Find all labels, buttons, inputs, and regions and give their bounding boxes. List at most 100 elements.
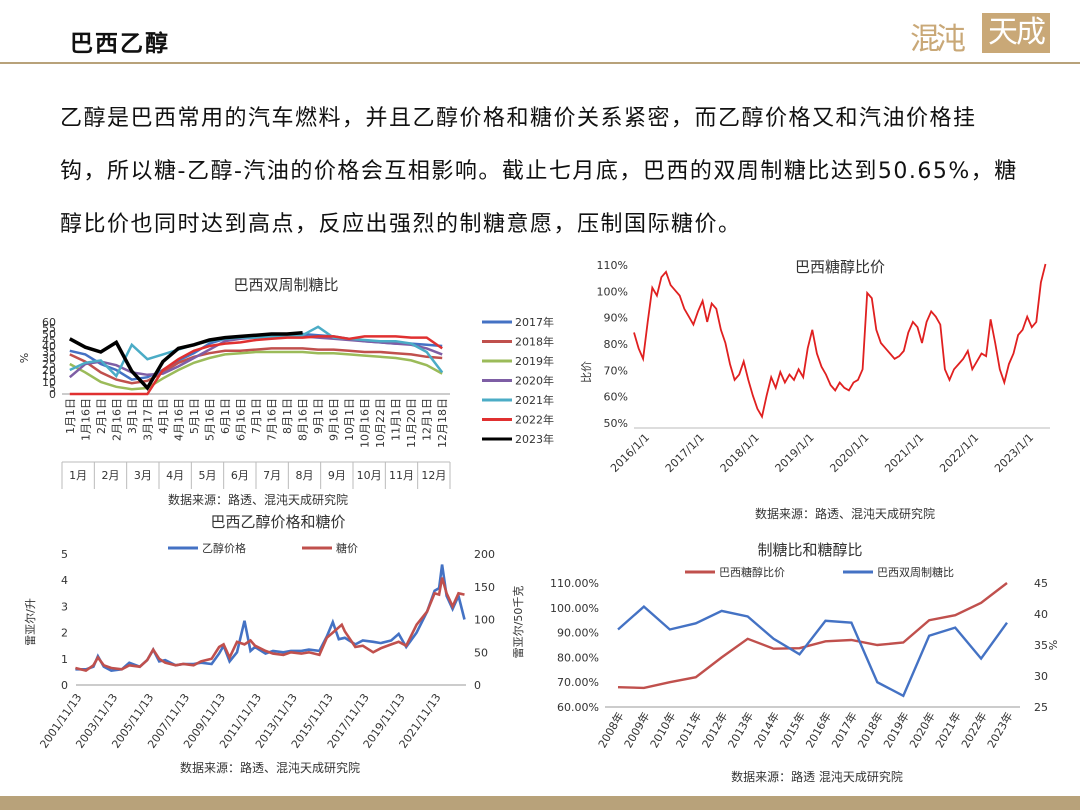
y-axis-label: 比价 — [580, 361, 593, 383]
x-group-label: 11月 — [389, 469, 414, 482]
legend-label: 2017年 — [515, 315, 554, 329]
x-tick-label: 2021/1/1 — [882, 431, 926, 475]
y-tick-label: 25 — [42, 358, 56, 371]
y-tick-label: 55 — [42, 322, 56, 335]
x-group-label: 2月 — [102, 469, 120, 482]
footer-bar — [0, 796, 1080, 810]
y-tick-label-right: 45 — [1034, 577, 1048, 590]
y-tick-label: 50% — [604, 417, 628, 430]
legend-label: 2022年 — [515, 413, 554, 427]
x-tick-label: 7月1日 — [250, 398, 263, 434]
y-tick-label: 80% — [604, 338, 628, 351]
y-tick-label: 100% — [597, 285, 628, 298]
x-group-label: 9月 — [328, 469, 346, 482]
y-tick-label-right: 35 — [1034, 639, 1048, 652]
x-tick-label: 12月18日 — [436, 398, 449, 448]
x-tick-label: 1月16日 — [79, 398, 92, 441]
x-tick-label: 5月1日 — [188, 398, 201, 434]
series-line — [75, 564, 466, 672]
series-line — [68, 331, 303, 391]
logo-text-left: 混沌 — [910, 22, 966, 57]
legend-label: 2018年 — [515, 335, 554, 349]
x-group-label: 1月 — [69, 469, 87, 482]
x-tick-label: 5月16日 — [203, 398, 216, 441]
y-tick-label-left: 70.00% — [557, 676, 599, 689]
y-tick-label-left: 2 — [61, 627, 68, 640]
chart-title: 巴西糖醇比价 — [795, 258, 885, 276]
y-tick-label: 35 — [42, 346, 56, 359]
y-tick-label-left: 3 — [61, 600, 68, 613]
x-tick-label: 6月16日 — [234, 398, 247, 441]
y-tick-label-right: 40 — [1034, 608, 1048, 621]
x-tick-label: 8月1日 — [281, 398, 294, 434]
y-axis-label-right: 雷亚尔/50千克 — [512, 586, 525, 659]
x-tick-label: 12月1日 — [421, 398, 434, 441]
y-tick-label-left: 90.00% — [557, 627, 599, 640]
x-tick-label: 6月1日 — [219, 398, 232, 434]
series-line — [69, 325, 444, 379]
series-line — [633, 263, 1047, 420]
y-tick-label: 90% — [604, 312, 628, 325]
y-tick-label-right: 50 — [474, 646, 488, 659]
y-tick-label-right: 150 — [474, 581, 495, 594]
x-group-label: 7月 — [263, 469, 281, 482]
y-tick-label-right: 100 — [474, 614, 495, 627]
y-tick-label: 50 — [42, 328, 56, 341]
x-tick-label: 2018/1/1 — [718, 431, 762, 475]
x-tick-label: 10月16日 — [359, 398, 372, 448]
y-tick-label: 60% — [604, 391, 628, 404]
x-tick-label: 2020/1/1 — [827, 431, 871, 475]
x-tick-label: 7月16日 — [266, 398, 279, 441]
y-tick-label-left: 110.00% — [550, 577, 599, 590]
logo-text-right: 天成 — [982, 13, 1050, 53]
header-divider — [0, 62, 1080, 64]
x-tick-label: 10月22日 — [374, 398, 387, 448]
x-tick-label: 10月1日 — [343, 398, 356, 441]
x-tick-label: 11月20日 — [405, 398, 418, 448]
chart-title: 巴西乙醇价格和糖价 — [210, 513, 345, 531]
series-line — [617, 604, 1008, 698]
y-tick-label: 0 — [49, 388, 56, 401]
x-tick-label: 3月1日 — [126, 398, 139, 434]
page-header: 巴西乙醇 混沌 天成 — [0, 0, 1080, 64]
chart-sugar-mix-ratio: 巴西双周制糖比% 0 5 10 15 20 25 30 35 40 45 50 55 60 1月1日 1月16… — [18, 270, 580, 515]
source-note: 数据来源：路透、混沌天成研究院 — [755, 506, 935, 521]
legend-label: 巴西糖醇比价 — [719, 565, 785, 579]
page-title: 巴西乙醇 — [70, 31, 170, 57]
y-tick-label-right: 30 — [1034, 670, 1048, 683]
y-tick-label-right: 0 — [474, 679, 481, 692]
y-tick-label-right: 25 — [1034, 701, 1048, 714]
y-tick-label: 40 — [42, 340, 56, 353]
x-tick-label: 2月1日 — [95, 398, 108, 434]
series-line — [617, 582, 1008, 690]
chart-sugar-ethanol-parity: 巴西糖醇比价 比价 50% 60% 70% 80% 90% 100% 110% 2016/1/1 2… — [570, 252, 1070, 532]
legend-label: 糖价 — [336, 541, 358, 555]
x-tick-label: 8月16日 — [297, 398, 310, 441]
y-axis-label-left: 雷亚尔/升 — [24, 598, 37, 646]
legend-label: 乙醇价格 — [202, 541, 246, 555]
x-tick-label: 9月1日 — [312, 398, 325, 434]
x-group-label: 8月 — [296, 469, 314, 482]
y-tick-label: 60 — [42, 316, 56, 329]
x-group-label: 5月 — [199, 469, 217, 482]
series-line — [69, 347, 443, 385]
x-tick-label: 2023/1/1 — [992, 431, 1036, 475]
legend-label: 巴西双周制糖比 — [877, 565, 954, 579]
x-tick-label: 2022/1/1 — [937, 431, 981, 475]
y-tick-label: 110% — [597, 259, 628, 272]
legend-label: 2019年 — [515, 354, 554, 368]
legend-label: 2020年 — [515, 374, 554, 388]
y-tick-label: 15 — [42, 370, 56, 383]
legend-label: 2023年 — [515, 432, 554, 446]
x-tick-label: 4月1日 — [157, 398, 170, 434]
y-tick-label-left: 5 — [61, 548, 68, 561]
y-tick-label-left: 80.00% — [557, 651, 599, 664]
y-tick-label: 10 — [42, 376, 56, 389]
series-line — [69, 335, 443, 396]
y-tick-label-left: 4 — [61, 574, 68, 587]
x-group-label: 6月 — [231, 469, 249, 482]
y-tick-label-right: 200 — [474, 548, 495, 561]
y-tick-label-left: 60.00% — [557, 701, 599, 714]
y-tick-label: 5 — [49, 382, 56, 395]
x-tick-label: 11月1日 — [390, 398, 403, 441]
